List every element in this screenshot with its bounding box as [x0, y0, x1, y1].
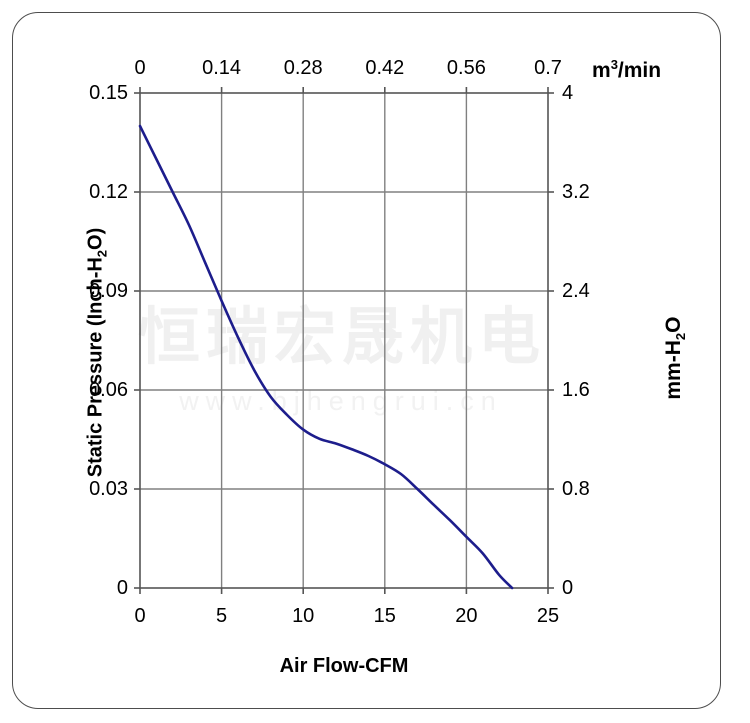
- plot-frame: [139, 92, 549, 589]
- right-tick-label-5: 4: [562, 82, 574, 104]
- top-axis-unit-label: m3/min: [592, 58, 661, 81]
- right-axis-title-pre: mm-H: [661, 340, 685, 400]
- watermark-url: www.bjhengrui.cn: [179, 386, 503, 416]
- top-unit-superscript: 3: [610, 57, 618, 72]
- left-tick-label-1: 0.03: [89, 478, 128, 500]
- left-axis-title: Static Pressure (Inch-H2O): [85, 203, 110, 503]
- left-tick-label-4: 0.12: [89, 181, 128, 203]
- top-tick-label-5: 0.7: [534, 57, 562, 79]
- series-curve-group: [138, 124, 514, 590]
- left-tick-label-5: 0.15: [89, 82, 128, 104]
- axis-tick-marks: [134, 87, 554, 594]
- left-axis-title-subscript: 2: [94, 249, 110, 258]
- right-tick-label-2: 1.6: [562, 379, 590, 401]
- bottom-tick-label-2: 10: [292, 605, 315, 627]
- left-tick-label-0: 0: [116, 577, 128, 599]
- top-tick-label-2: 0.28: [283, 57, 323, 79]
- bottom-axis-title: Air Flow-CFM: [279, 655, 409, 677]
- right-tick-label-4: 3.2: [562, 181, 590, 203]
- left-tick-label-3: 0.09: [89, 280, 128, 302]
- bottom-tick-label-0: 0: [134, 605, 146, 627]
- left-tick-label-2: 0.06: [89, 379, 128, 401]
- right-tick-label-3: 2.4: [562, 280, 590, 302]
- top-tick-label-1: 0.14: [202, 57, 242, 79]
- right-axis-title-subscript: 2: [673, 332, 689, 341]
- bottom-tick-label-1: 5: [216, 605, 228, 627]
- right-axis-title: mm-H2O: [662, 208, 688, 508]
- gridlines: [140, 93, 548, 588]
- left-axis-title-pre: Static Pressure (Inch-H: [84, 257, 107, 478]
- top-unit-post: /min: [617, 59, 662, 82]
- right-tick-label-1: 0.8: [562, 478, 590, 500]
- right-axis-title-post: O: [661, 316, 685, 333]
- bottom-tick-label-3: 15: [373, 605, 396, 627]
- watermark-brand: 恒瑞宏晟机电: [137, 300, 546, 373]
- left-axis-title-post: O): [84, 227, 107, 250]
- top-tick-label-4: 0.56: [446, 57, 486, 79]
- right-tick-label-0: 0: [562, 577, 574, 599]
- top-tick-label-3: 0.42: [365, 57, 405, 79]
- top-unit-pre: m: [592, 59, 611, 82]
- bottom-tick-label-4: 20: [455, 605, 478, 627]
- bottom-tick-label-5: 25: [536, 605, 560, 627]
- top-tick-label-0: 0: [134, 57, 146, 79]
